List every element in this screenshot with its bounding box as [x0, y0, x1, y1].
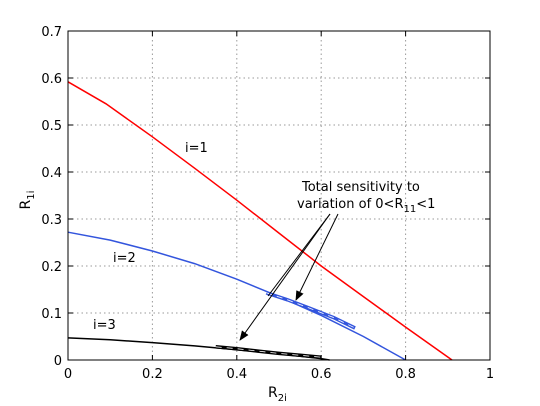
annotation-arrow-i2 [295, 213, 339, 301]
x-tick-label: 1 [486, 367, 494, 382]
x-axis-label-sub: 2i [278, 393, 287, 404]
grid [68, 31, 490, 360]
annotation-line-2-sub: 11 [403, 204, 416, 215]
y-tick-label: 0.3 [41, 213, 62, 228]
series-line-2 [67, 231, 406, 361]
ticks: 0 0.2 0.4 0.6 0.8 1 0 0.1 0.2 0.3 0.4 0.5 0.6 0.7 [41, 25, 494, 382]
annotation-line-2-prefix: variation of 0<R [297, 197, 403, 212]
x-tick-label: 0.8 [395, 367, 416, 382]
sensitivity-band-highlight-3 [215, 346, 322, 358]
series-label-i2: i=2 [113, 251, 136, 266]
x-tick-label: 0.4 [226, 367, 247, 382]
y-tick-label: 0 [54, 354, 62, 369]
x-tick-label: 0.2 [142, 367, 163, 382]
x-tick-label: 0 [64, 367, 72, 382]
y-tick-label: 0.6 [41, 72, 62, 87]
y-axis-label: R1i [18, 191, 37, 210]
annotation-line-2-suffix: <1 [416, 197, 435, 212]
annotation-arrow-i3 [239, 213, 331, 341]
annotation-line-2: variation of 0<R11<1 [297, 197, 435, 215]
x-axis-label: R2i [268, 385, 287, 404]
series-line-1 [67, 81, 453, 361]
series-group [67, 81, 453, 361]
series-line-3 [67, 337, 330, 361]
x-tick-label: 0.6 [311, 367, 332, 382]
y-tick-label: 0.7 [41, 25, 62, 40]
x-axis-label-main: R [268, 385, 278, 401]
y-axis-label-sub: 1i [26, 191, 37, 200]
y-tick-label: 0.5 [41, 119, 62, 134]
sensitivity-band-highlight-2 [266, 292, 356, 329]
series-label-i1: i=1 [185, 141, 208, 156]
sensitivity-group [215, 291, 356, 359]
annotation-line-1: Total sensitivity to [301, 180, 420, 195]
plot-frame [67, 30, 491, 361]
y-tick-label: 0.1 [41, 307, 62, 322]
y-tick-label: 0.2 [41, 260, 62, 275]
y-tick-label: 0.4 [41, 166, 62, 181]
sensitivity-band-2 [265, 291, 356, 330]
series-label-i3: i=3 [93, 318, 116, 333]
y-axis-label-main: R [18, 199, 34, 209]
